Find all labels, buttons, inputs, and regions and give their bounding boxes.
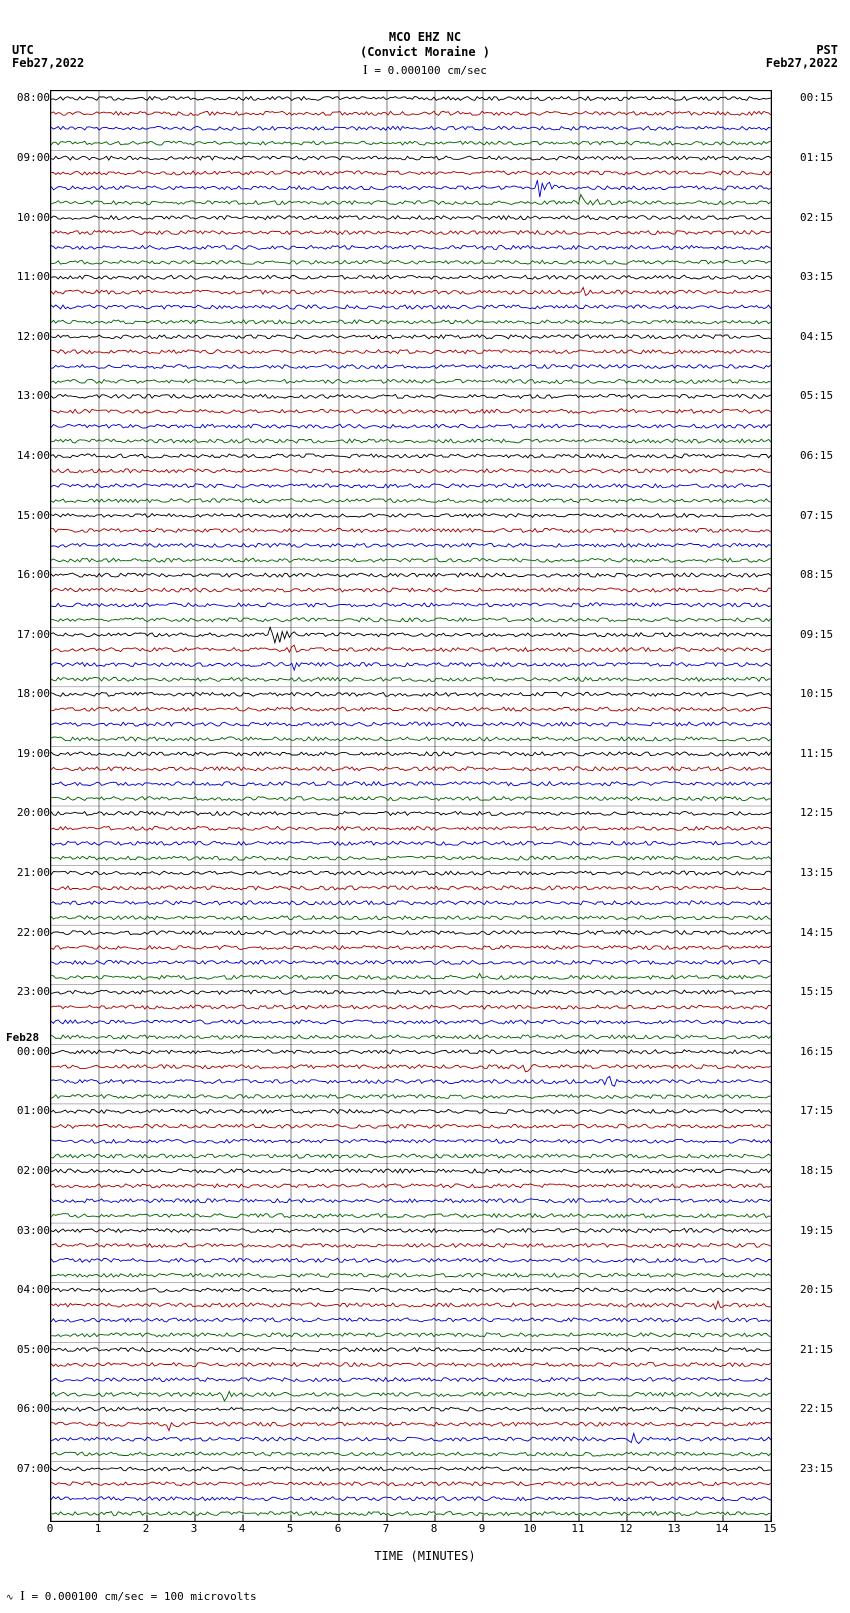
right-time-label: 13:15 bbox=[800, 867, 844, 878]
x-tick-label: 6 bbox=[335, 1522, 342, 1535]
x-tick-label: 13 bbox=[667, 1522, 680, 1535]
right-time-label: 18:15 bbox=[800, 1165, 844, 1176]
left-time-label: 06:00 bbox=[6, 1403, 50, 1414]
right-time-label: 07:15 bbox=[800, 510, 844, 521]
left-time-label: 22:00 bbox=[6, 927, 50, 938]
chart-title: MCO EHZ NC bbox=[0, 30, 850, 44]
left-time-label: 18:00 bbox=[6, 688, 50, 699]
footer-scale: ∿ I = 0.000100 cm/sec = 100 microvolts bbox=[6, 1589, 257, 1605]
right-time-label: 05:15 bbox=[800, 390, 844, 401]
left-time-label: 17:00 bbox=[6, 629, 50, 640]
x-tick-label: 0 bbox=[47, 1522, 54, 1535]
right-time-label: 03:15 bbox=[800, 271, 844, 282]
right-time-label: 19:15 bbox=[800, 1225, 844, 1236]
left-time-label: 16:00 bbox=[6, 569, 50, 580]
left-time-label: 01:00 bbox=[6, 1105, 50, 1116]
timezone-right: PST bbox=[816, 43, 838, 57]
date-left: Feb27,2022 bbox=[12, 56, 84, 70]
right-time-label: 20:15 bbox=[800, 1284, 844, 1295]
day-label: Feb28 bbox=[6, 1031, 39, 1044]
right-time-label: 11:15 bbox=[800, 748, 844, 759]
right-time-label: 15:15 bbox=[800, 986, 844, 997]
right-time-label: 17:15 bbox=[800, 1105, 844, 1116]
left-time-label: 02:00 bbox=[6, 1165, 50, 1176]
right-time-label: 16:15 bbox=[800, 1046, 844, 1057]
right-time-label: 09:15 bbox=[800, 629, 844, 640]
right-time-label: 10:15 bbox=[800, 688, 844, 699]
left-time-label: 10:00 bbox=[6, 212, 50, 223]
x-tick-label: 4 bbox=[239, 1522, 246, 1535]
left-time-label: 13:00 bbox=[6, 390, 50, 401]
left-time-label: 03:00 bbox=[6, 1225, 50, 1236]
right-time-label: 23:15 bbox=[800, 1463, 844, 1474]
x-tick-label: 14 bbox=[715, 1522, 728, 1535]
x-tick-label: 3 bbox=[191, 1522, 198, 1535]
x-tick-label: 10 bbox=[523, 1522, 536, 1535]
right-time-label: 12:15 bbox=[800, 807, 844, 818]
x-tick-label: 12 bbox=[619, 1522, 632, 1535]
x-tick-label: 2 bbox=[143, 1522, 150, 1535]
left-time-label: 12:00 bbox=[6, 331, 50, 342]
right-time-label: 21:15 bbox=[800, 1344, 844, 1355]
left-time-label: 05:00 bbox=[6, 1344, 50, 1355]
x-tick-label: 8 bbox=[431, 1522, 438, 1535]
left-time-label: 23:00 bbox=[6, 986, 50, 997]
x-tick-label: 9 bbox=[479, 1522, 486, 1535]
plot-area bbox=[50, 90, 772, 1522]
left-time-label: 07:00 bbox=[6, 1463, 50, 1474]
left-time-label: 09:00 bbox=[6, 152, 50, 163]
right-time-label: 02:15 bbox=[800, 212, 844, 223]
left-time-label: 04:00 bbox=[6, 1284, 50, 1295]
x-tick-label: 5 bbox=[287, 1522, 294, 1535]
right-time-label: 14:15 bbox=[800, 927, 844, 938]
right-time-label: 00:15 bbox=[800, 92, 844, 103]
date-right: Feb27,2022 bbox=[766, 56, 838, 70]
seismogram-container: MCO EHZ NC (Convict Moraine ) I = 0.0001… bbox=[0, 0, 850, 1613]
seismogram-svg bbox=[51, 91, 771, 1521]
x-tick-label: 1 bbox=[95, 1522, 102, 1535]
x-axis-label: TIME (MINUTES) bbox=[0, 1549, 850, 1563]
timezone-left: UTC bbox=[12, 43, 34, 57]
left-time-label: 15:00 bbox=[6, 510, 50, 521]
left-time-label: 11:00 bbox=[6, 271, 50, 282]
right-time-label: 08:15 bbox=[800, 569, 844, 580]
left-time-label: 00:00 bbox=[6, 1046, 50, 1057]
x-tick-label: 7 bbox=[383, 1522, 390, 1535]
left-time-label: 21:00 bbox=[6, 867, 50, 878]
chart-subtitle: (Convict Moraine ) bbox=[0, 45, 850, 59]
left-time-label: 08:00 bbox=[6, 92, 50, 103]
x-tick-label: 11 bbox=[571, 1522, 584, 1535]
left-time-label: 20:00 bbox=[6, 807, 50, 818]
x-tick-label: 15 bbox=[763, 1522, 776, 1535]
right-time-label: 22:15 bbox=[800, 1403, 844, 1414]
right-time-label: 01:15 bbox=[800, 152, 844, 163]
left-time-label: 14:00 bbox=[6, 450, 50, 461]
scale-indicator: I = 0.000100 cm/sec bbox=[0, 63, 850, 79]
right-time-label: 04:15 bbox=[800, 331, 844, 342]
right-time-label: 06:15 bbox=[800, 450, 844, 461]
left-time-label: 19:00 bbox=[6, 748, 50, 759]
